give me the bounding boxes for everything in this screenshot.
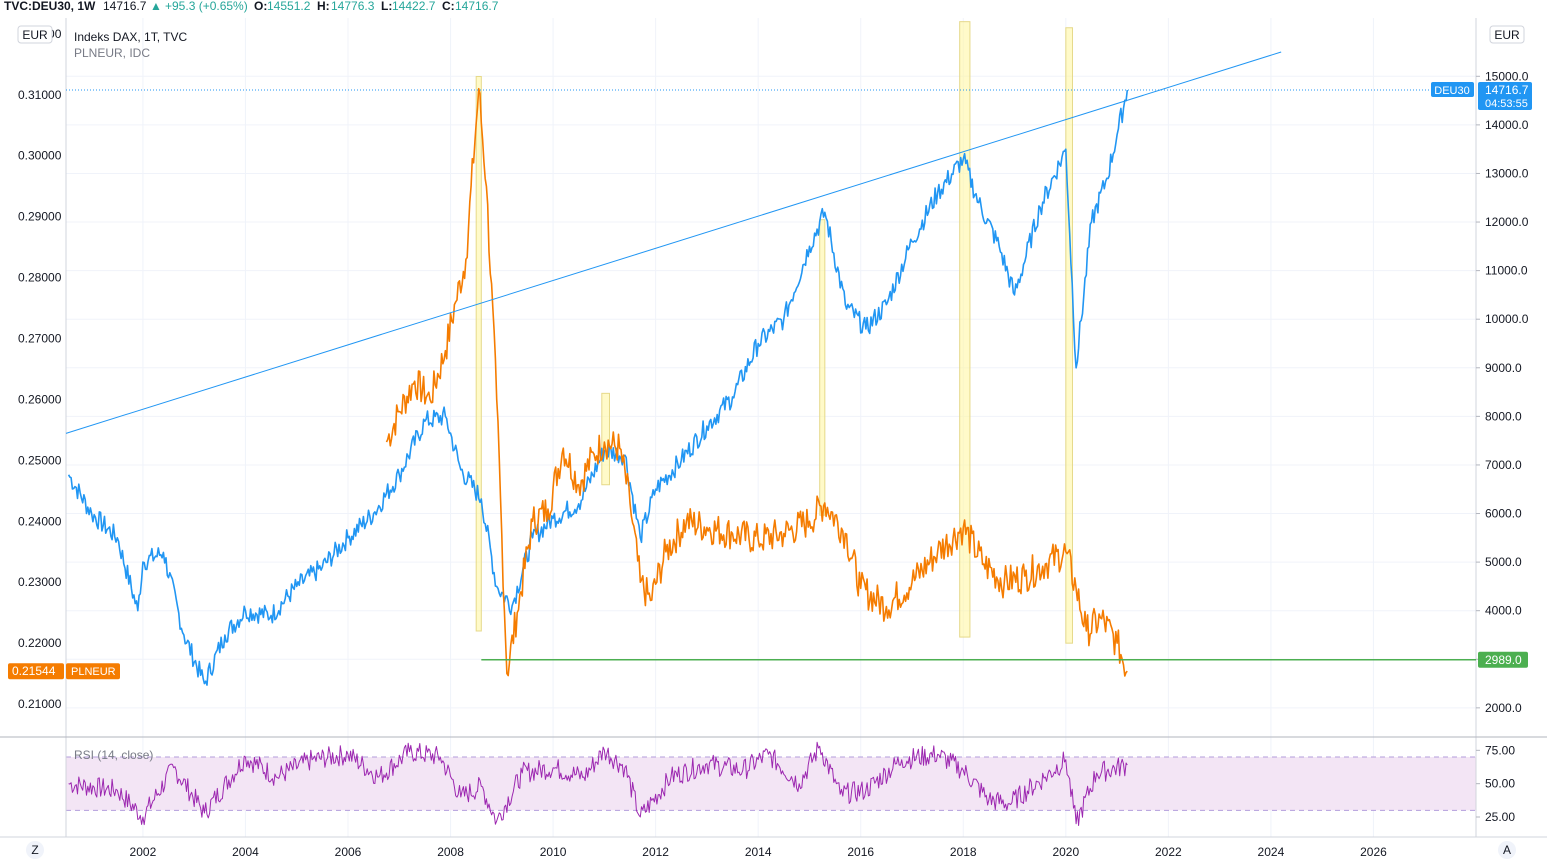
left-axis-tick: 0.30000 (18, 149, 62, 163)
right-axis-tick: 9000.0 (1485, 361, 1522, 375)
grid (66, 18, 1476, 837)
currency-left-label: EUR (22, 28, 48, 42)
left-axis-tick: 0.21000 (18, 697, 62, 711)
rsi-band (66, 756, 1476, 811)
highlight-rect-4 (959, 21, 971, 638)
rsi-legend[interactable]: RSI (14, close) (74, 748, 153, 762)
right-axis-tick: 6000.0 (1485, 507, 1522, 521)
legend-compare[interactable]: PLNEUR, IDC (74, 46, 150, 60)
drawings-layer (65, 51, 1476, 661)
time-axis-tick: 2022 (1155, 845, 1182, 859)
time-axis-tick: 2024 (1258, 845, 1285, 859)
right-axis-tick: 12000.0 (1485, 215, 1529, 229)
plneur-price-text: 0.21544 (12, 664, 56, 678)
right-axis-tick: 15000.0 (1485, 69, 1529, 83)
time-axis-tick: 2016 (847, 845, 874, 859)
currency-left-button[interactable]: EUR (17, 25, 53, 44)
right-axis-tick: 5000.0 (1485, 555, 1522, 569)
open-value: 14551.2 (267, 0, 311, 13)
left-axis-tick: 0.29000 (18, 210, 62, 224)
low-value: 14422.7 (392, 0, 436, 13)
time-axis-tick: 2012 (642, 845, 669, 859)
left-axis-tick: 0.23000 (18, 575, 62, 589)
low-label: L: (381, 0, 392, 13)
plneur-name-badge (66, 663, 120, 680)
time-axis-tick: 2018 (950, 845, 977, 859)
timezone-button-label: Z (31, 843, 38, 857)
right-axis-tick: 11000.0 (1485, 264, 1528, 278)
left-axis-tick: 0.27000 (18, 332, 62, 346)
right-axis-tick: 8000.0 (1485, 409, 1522, 423)
symbol-header: TVC:DEU30, 1W 14716.7 ▲ +95.3 (+0.65%) O… (4, 0, 499, 13)
high-value: 14776.3 (331, 0, 375, 13)
high-label: H: (317, 0, 330, 13)
right-axis-tick: 7000.0 (1485, 458, 1522, 472)
deu30-name-badge (1431, 82, 1474, 98)
plneur-price-badge (8, 663, 64, 680)
rsi-axis-tick: 75.00 (1485, 743, 1515, 757)
left-axis-tick: 0.25000 (18, 453, 62, 467)
time-axis-tick: 2026 (1360, 845, 1387, 859)
right-price-axis[interactable]: 2000.03000.04000.05000.06000.07000.08000… (1476, 69, 1529, 715)
highlight-rect-5 (1065, 27, 1073, 644)
close-value: 14716.7 (455, 0, 499, 13)
time-axis-tick: 2006 (335, 845, 362, 859)
currency-right-label: EUR (1494, 28, 1520, 42)
rsi-axis-tick: 25.00 (1485, 810, 1515, 824)
left-axis-tick: 0.22000 (18, 636, 62, 650)
open-label: O: (254, 0, 267, 13)
rsi-axis-tick: 50.00 (1485, 777, 1515, 791)
plneur-name-text: PLNEUR (71, 666, 116, 678)
hline-price-text: 2989.0 (1485, 653, 1522, 667)
right-axis-tick: 4000.0 (1485, 604, 1522, 618)
time-axis-tick: 2014 (745, 845, 772, 859)
time-axis-tick: 2008 (437, 845, 464, 859)
symbol-title: TVC:DEU30, 1W (4, 0, 96, 13)
time-axis-tick: 2020 (1052, 845, 1079, 859)
left-axis-tick: 0.31000 (18, 88, 62, 102)
legend-main[interactable]: Indeks DAX, 1T, TVC (74, 30, 187, 44)
right-axis-tick: 13000.0 (1485, 166, 1529, 180)
time-axis[interactable]: 2002 2004 2006 2008 2010 2012 2014 2016 2018 2020… (130, 845, 1388, 859)
timezone-button[interactable]: Z (26, 841, 44, 859)
highlight-rect-3 (819, 219, 826, 516)
time-axis-tick: 2010 (540, 845, 567, 859)
highlight-rect-1 (475, 75, 482, 632)
auto-scale-button-label: A (1503, 843, 1511, 857)
price-change: +95.3 (+0.65%) (165, 0, 248, 13)
right-axis-tick: 10000.0 (1485, 312, 1529, 326)
last-price: 14716.7 (103, 0, 147, 13)
up-arrow-icon: ▲ (150, 0, 162, 13)
left-price-axis[interactable]: 0.21000 0.22000 0.23000 0.24000 0.25000 0.260… (18, 27, 62, 711)
price-badges: DEU30 14716.704:53:55 0.21544 PLNEUR 2989.0 (8, 82, 1532, 680)
rsi-band-fill (66, 757, 1476, 811)
right-axis-tick: 14000.0 (1485, 118, 1529, 132)
left-axis-tick: 0.24000 (18, 514, 62, 528)
trendline (65, 51, 1282, 434)
hline-price-badge (1478, 651, 1528, 668)
rsi-axis[interactable]: 25.00 50.00 75.00 (1476, 743, 1515, 824)
series-line-plneur (385, 87, 1128, 677)
left-axis-tick: 0.28000 (18, 271, 62, 285)
currency-right-button[interactable]: EUR (1489, 25, 1525, 44)
time-axis-tick: 2004 (232, 845, 259, 859)
series-line-rsi (68, 741, 1128, 826)
deu30-name-text: DEU30 (1434, 85, 1469, 97)
highlight-rect-2 (601, 392, 610, 486)
close-label: C: (442, 0, 455, 13)
highlight-rects (475, 21, 1073, 644)
left-axis-tick: 0.26000 (18, 392, 62, 406)
deu30-price-text: 14716.7 (1485, 83, 1529, 97)
deu30-timer-text: 04:53:55 (1485, 98, 1528, 110)
auto-scale-button[interactable]: A (1498, 841, 1516, 859)
deu30-price-badge (1478, 82, 1532, 111)
main-pane[interactable] (66, 18, 1476, 737)
series-layer (67, 87, 1129, 826)
time-axis-tick: 2002 (130, 845, 157, 859)
right-axis-tick: 2000.0 (1485, 701, 1522, 715)
